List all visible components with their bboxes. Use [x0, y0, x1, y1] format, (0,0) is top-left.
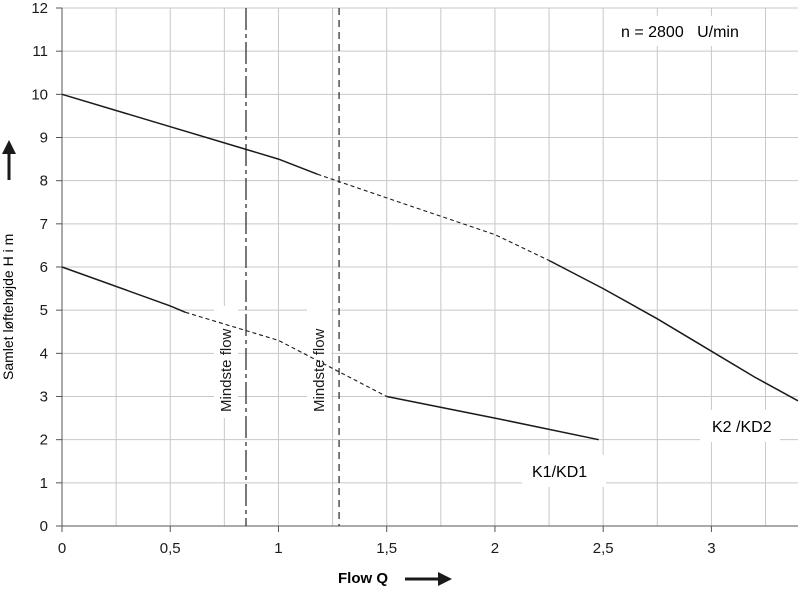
minimum-flow-label: Mindste flow — [311, 328, 328, 412]
series-line-solid — [61, 266, 186, 313]
y-tick-label: 9 — [40, 130, 48, 147]
x-tick-label: 0,5 — [160, 540, 181, 557]
y-tick-label: 10 — [31, 86, 48, 103]
y-tick-label: 6 — [40, 259, 48, 276]
y-axis-arrow-icon — [2, 140, 16, 180]
minimum-flow-label: Mindste flow — [218, 328, 235, 412]
series-label-bg-k2 — [700, 410, 780, 442]
y-axis-label: Samlet løftehøjde H i m — [0, 234, 16, 380]
series-label-bg-k1 — [522, 455, 606, 487]
grid — [61, 7, 798, 527]
y-tick-label: 3 — [40, 389, 48, 406]
y-tick-label: 2 — [40, 432, 48, 449]
x-axis-arrow-icon — [405, 572, 452, 586]
series-label-k2: K2 /KD2 — [712, 419, 772, 436]
x-tick-label: 1 — [274, 540, 282, 557]
y-tick-label: 4 — [40, 345, 48, 362]
series-line-dashed — [185, 311, 387, 397]
speed-annotation: n = 2800 U/min — [621, 24, 739, 41]
series-line-solid — [386, 395, 599, 441]
series-label-k1: K1/KD1 — [532, 464, 587, 481]
curves — [61, 93, 799, 441]
series-line-solid — [61, 93, 318, 175]
y-tick-label: 11 — [32, 43, 48, 60]
x-tick-label: 1,5 — [376, 540, 397, 557]
y-tick-label: 7 — [40, 216, 48, 233]
y-tick-label: 12 — [31, 0, 48, 17]
y-tick-label: 8 — [40, 173, 48, 190]
x-axis-label: Flow Q — [338, 570, 388, 587]
y-tick-label: 0 — [40, 518, 48, 535]
x-tick-label: 2,5 — [593, 540, 614, 557]
series-line-solid — [548, 259, 799, 402]
x-tick-label: 0 — [58, 540, 66, 557]
x-tick-label: 3 — [707, 540, 715, 557]
annotation-box — [612, 16, 760, 46]
x-tick-label: 2 — [491, 540, 499, 557]
series-line-dashed — [317, 173, 550, 261]
y-tick-label: 1 — [40, 475, 48, 492]
y-tick-label: 5 — [40, 302, 48, 319]
